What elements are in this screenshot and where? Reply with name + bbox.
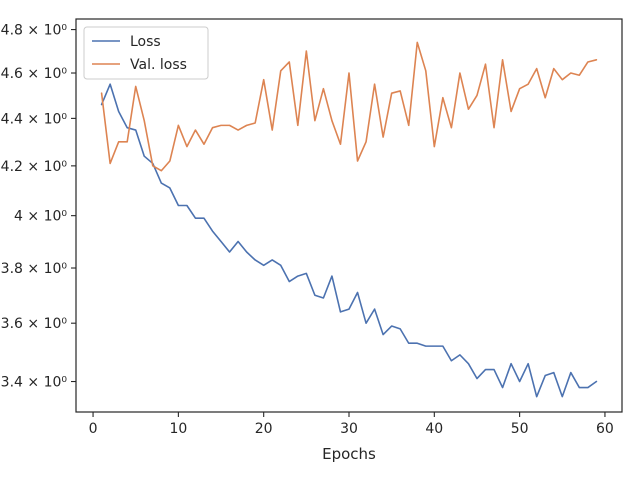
y-tick-label: 4 × 10⁰ [14, 209, 67, 225]
y-tick-label: 4.6 × 10⁰ [1, 66, 68, 82]
series-line-val-loss [100, 41, 598, 172]
plot-lines [100, 41, 598, 398]
series-line-loss [100, 83, 598, 398]
x-axis-label: Epochs [322, 445, 376, 463]
legend-label: Loss [130, 34, 161, 50]
x-tick-label: 30 [340, 421, 358, 437]
x-tick-label: 40 [425, 421, 443, 437]
y-tick-label: 4.4 × 10⁰ [1, 111, 68, 127]
legend: Loss Val. loss [83, 26, 209, 80]
y-tick-label: 3.6 × 10⁰ [1, 316, 68, 332]
x-tick-label: 0 [89, 421, 98, 437]
y-tick-label: 4.8 × 10⁰ [1, 23, 68, 39]
legend-label: Val. loss [130, 57, 187, 73]
x-tick-label: 60 [596, 421, 614, 437]
y-tick-label: 4.2 × 10⁰ [1, 159, 68, 175]
y-axis: 3.4 × 10⁰ 3.6 × 10⁰ 3.8 × 10⁰ 4 × 10⁰ 4.2 × … [1, 23, 76, 391]
x-tick-label: 20 [255, 421, 273, 437]
x-axis: 0 10 20 30 40 50 60 [89, 412, 614, 437]
x-tick-label: 10 [169, 421, 187, 437]
y-tick-label: 3.4 × 10⁰ [1, 375, 68, 391]
y-tick-label: 3.8 × 10⁰ [1, 261, 68, 277]
x-tick-label: 50 [511, 421, 529, 437]
legend-box [83, 26, 209, 80]
